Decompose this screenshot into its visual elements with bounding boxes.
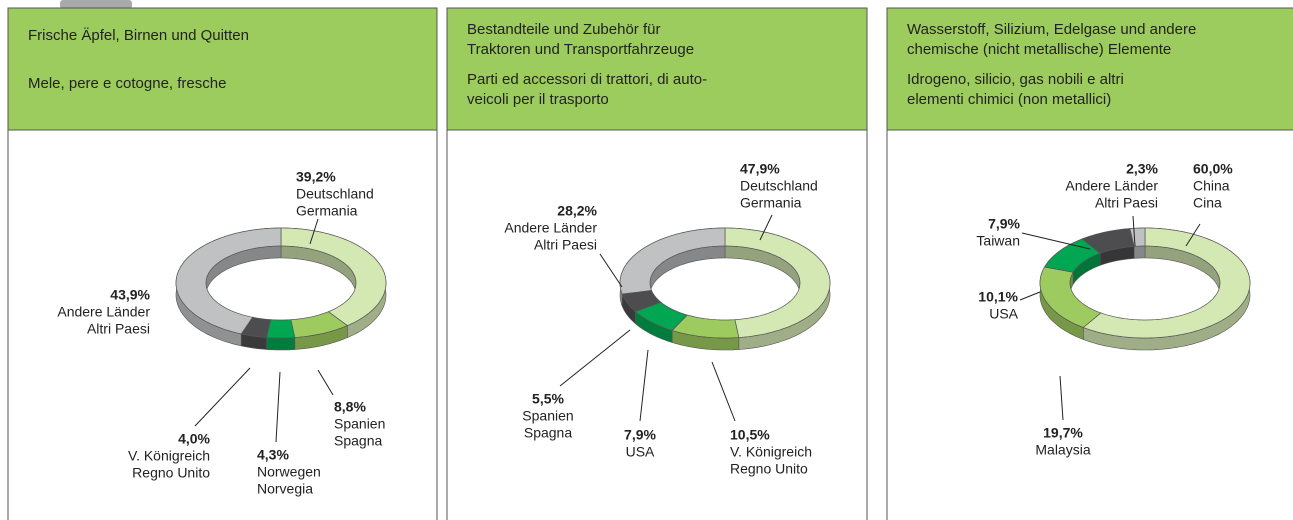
category-label: Andere Länder (504, 220, 597, 236)
category-label: USA (626, 444, 655, 460)
value-label: 7,9% (988, 216, 1020, 232)
leader-line (317, 369, 334, 396)
leader-line (1021, 232, 1091, 250)
leader-line (1132, 215, 1136, 247)
donut (175, 227, 387, 351)
slice (266, 319, 296, 339)
value-label: 4,0% (178, 431, 210, 447)
panel-header (446, 7, 868, 131)
category-label: USA (989, 306, 1018, 322)
leader-line (559, 329, 631, 387)
category-label: Deutschland (740, 178, 818, 194)
category-label: Andere Länder (57, 304, 150, 320)
panel-subtitle: Mele, pere e cotogne, fresche (28, 75, 226, 92)
panel-title: Frische Äpfel, Birnen und Quitten (28, 27, 249, 44)
panel-title: Traktoren und Transportfahrzeuge (467, 41, 694, 58)
category-label: Altri Paesi (534, 237, 597, 253)
leader-line (275, 371, 281, 443)
value-label: 10,1% (978, 289, 1018, 305)
value-label: 19,7% (1043, 425, 1083, 441)
category-label: Norvegia (257, 481, 313, 497)
leader-line (1019, 291, 1041, 301)
category-label: Spanien (334, 416, 385, 432)
category-label: Regno Unito (730, 461, 808, 477)
donut (1039, 227, 1251, 351)
leader-line (1185, 223, 1201, 247)
category-label: Regno Unito (132, 465, 210, 481)
leader-line (194, 367, 251, 427)
value-label: 10,5% (730, 427, 770, 443)
slice-inner-wall (1133, 245, 1146, 259)
value-label: 7,9% (624, 427, 656, 443)
leader-line (309, 218, 319, 245)
category-label: Andere Länder (1065, 178, 1158, 194)
donut-hole (207, 259, 355, 331)
category-label: Spagna (334, 433, 382, 449)
value-label: 39,2% (296, 169, 336, 185)
category-label: Altri Paesi (1095, 195, 1158, 211)
category-label: Altri Paesi (87, 321, 150, 337)
slice-side (266, 337, 296, 351)
value-label: 43,9% (110, 287, 150, 303)
tab (60, 0, 132, 9)
panel-subtitle: Parti ed accessori di trattori, di auto- (467, 71, 707, 88)
slice (175, 227, 282, 335)
leader-line (599, 253, 623, 288)
donut-hole (1071, 259, 1219, 331)
leader-line (711, 361, 736, 422)
panel-subtitle: Idrogeno, silicio, gas nobili e altri (907, 71, 1124, 88)
category-label: Spanien (522, 408, 573, 424)
category-label: Germania (296, 203, 358, 219)
panel-subtitle: elementi chimici (non metallici) (907, 91, 1111, 108)
donut (619, 227, 831, 351)
category-label: Norwegen (257, 464, 321, 480)
value-label: 28,2% (557, 203, 597, 219)
value-label: 5,5% (532, 391, 564, 407)
value-label: 47,9% (740, 161, 780, 177)
category-label: V. Königreich (128, 448, 210, 464)
panel-header (886, 7, 1293, 131)
value-label: 8,8% (334, 399, 366, 415)
category-label: Malaysia (1035, 442, 1090, 458)
category-label: Spagna (524, 425, 572, 441)
panel-title: Wasserstoff, Silizium, Edelgase und ande… (907, 21, 1196, 38)
leader-line (759, 214, 773, 241)
category-label: Taiwan (976, 233, 1020, 249)
category-label: Cina (1193, 195, 1222, 211)
donut-hole (651, 259, 799, 331)
value-label: 2,3% (1126, 161, 1158, 177)
value-label: 60,0% (1193, 161, 1233, 177)
panel-title: Bestandteile und Zubehör für (467, 21, 660, 38)
category-label: Deutschland (296, 186, 374, 202)
panel-subtitle: veicoli per il trasporto (467, 91, 609, 108)
leader-line (1059, 375, 1064, 421)
category-label: Germania (740, 195, 802, 211)
category-label: China (1193, 178, 1230, 194)
panel-title: chemische (nicht metallische) Elemente (907, 41, 1171, 58)
category-label: V. Königreich (730, 444, 812, 460)
slice (619, 227, 726, 295)
leader-line (639, 349, 649, 422)
panel-header (7, 7, 438, 131)
value-label: 4,3% (257, 447, 289, 463)
